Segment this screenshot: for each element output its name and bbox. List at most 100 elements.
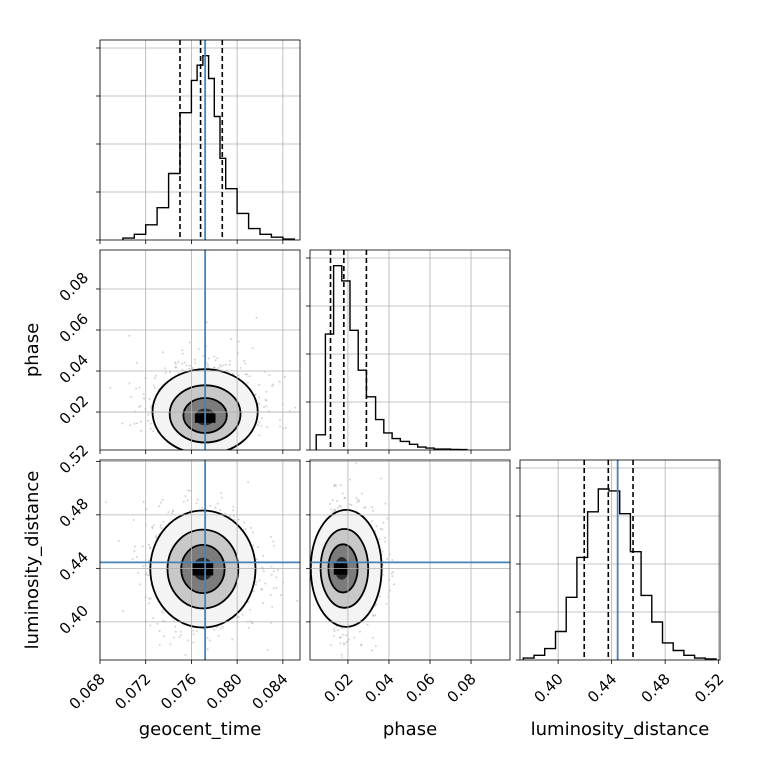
sample-point <box>128 334 131 337</box>
sample-point <box>192 633 195 636</box>
sample-point <box>172 664 174 666</box>
sample-point <box>202 354 205 357</box>
sample-point <box>232 509 234 512</box>
sample-point <box>158 630 161 632</box>
sample-point <box>220 627 222 630</box>
sample-point <box>258 579 261 582</box>
panel-frame <box>519 459 721 661</box>
x-axis-label-luminosity-distance: luminosity_distance <box>531 719 710 740</box>
sample-point <box>150 422 153 425</box>
sample-point <box>169 371 171 374</box>
sample-point <box>355 497 358 500</box>
sample-point <box>265 399 268 402</box>
sample-point <box>345 641 348 643</box>
sample-point <box>391 575 394 578</box>
sample-point <box>333 628 336 630</box>
sample-point <box>265 405 268 408</box>
sample-point <box>160 501 162 504</box>
sample-point <box>196 498 199 501</box>
sample-point <box>379 595 381 598</box>
x-tick-label: 0.06 <box>402 670 438 706</box>
sample-point <box>142 500 145 503</box>
sample-point <box>336 506 339 509</box>
sample-point <box>237 340 240 343</box>
frames-layer <box>96 39 721 664</box>
sample-point <box>243 521 246 524</box>
sample-point <box>389 589 391 592</box>
sample-point <box>216 357 219 360</box>
x-tick-label: 0.080 <box>203 670 246 713</box>
sample-point <box>371 506 374 509</box>
sample-point <box>153 377 156 380</box>
sample-point <box>340 653 343 656</box>
sample-point <box>205 362 208 365</box>
y-axis-label-phase: phase <box>22 323 43 377</box>
sample-point <box>158 643 161 646</box>
density-luminosity-distance-vs-geocent-time <box>105 481 299 669</box>
sample-point <box>272 587 275 590</box>
y-tick-label: 0.40 <box>56 602 92 638</box>
sample-point <box>380 477 383 480</box>
sample-point <box>219 364 222 367</box>
sample-point <box>213 628 216 631</box>
sample-point <box>135 422 138 425</box>
sample-point <box>254 393 257 396</box>
sample-point <box>272 383 275 386</box>
sample-point <box>270 535 272 538</box>
sample-point <box>152 430 155 433</box>
sample-point <box>246 381 249 384</box>
sample-point <box>241 613 244 616</box>
sample-point <box>331 511 334 514</box>
sample-point <box>162 520 165 523</box>
sample-point <box>148 398 151 400</box>
sample-point <box>390 572 393 575</box>
sample-point <box>268 374 271 377</box>
sample-point <box>206 366 209 369</box>
sample-point <box>271 605 274 608</box>
sample-point <box>185 364 188 367</box>
sample-point <box>195 630 198 633</box>
sample-point <box>265 390 268 393</box>
sample-point <box>261 588 264 591</box>
sample-point <box>219 667 221 669</box>
sample-point <box>379 527 382 530</box>
sample-point <box>279 419 281 422</box>
sample-point <box>330 644 333 647</box>
sample-point <box>174 361 177 364</box>
sample-point <box>348 503 351 506</box>
sample-point <box>270 565 273 568</box>
sample-point <box>273 544 276 547</box>
sample-point <box>105 501 108 504</box>
sample-point <box>142 393 145 396</box>
sample-point <box>343 497 346 499</box>
sample-point <box>182 500 185 503</box>
sample-point <box>393 583 396 586</box>
sample-point <box>272 570 275 573</box>
sample-point <box>341 492 344 495</box>
sample-point <box>217 634 220 637</box>
sample-point <box>333 630 336 632</box>
sample-point <box>222 364 225 367</box>
sample-point <box>164 371 167 374</box>
sample-point <box>342 633 345 636</box>
sample-point <box>363 506 366 509</box>
sample-point <box>150 404 153 407</box>
sample-point <box>375 603 377 606</box>
sample-point <box>384 540 387 543</box>
sample-point <box>122 610 125 613</box>
sample-point <box>339 484 342 487</box>
sample-point <box>256 546 259 549</box>
x-tick-label: 0.52 <box>691 670 727 706</box>
sample-point <box>192 629 195 632</box>
sample-point <box>258 434 261 437</box>
sample-point <box>251 622 254 625</box>
sample-point <box>239 366 242 369</box>
sample-point <box>169 643 172 646</box>
sample-point <box>160 527 163 530</box>
sample-point <box>109 386 112 389</box>
sample-point <box>187 489 190 492</box>
sample-point <box>195 502 198 505</box>
sample-point <box>149 624 152 627</box>
sample-point <box>279 425 282 428</box>
sample-point <box>386 557 388 560</box>
